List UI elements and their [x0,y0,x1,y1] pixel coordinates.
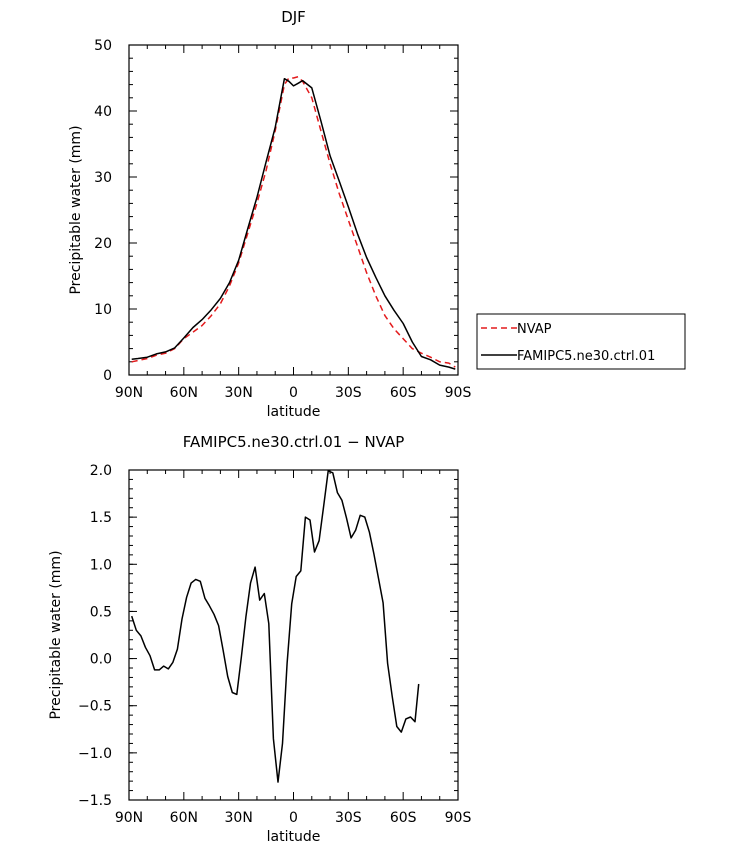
x-tick-label: 0 [289,385,298,401]
y-tick-label: −1.5 [78,793,112,809]
legend-label: NVAP [517,322,552,337]
x-tick-label: 30N [225,810,253,826]
y-tick-label: 40 [94,104,112,120]
x-tick-label: 90N [115,810,143,826]
y-tick-label: 20 [94,236,112,252]
x-tick-label: 0 [289,810,298,826]
y-tick-label: 30 [94,170,112,186]
y-tick-label: 0 [103,368,112,384]
x-tick-label: 60N [170,385,198,401]
y-axis-label: Precipitable water (mm) [68,125,84,294]
plot-frame [128,44,459,376]
series-line-famipc5-ne30-ctrl-01 [131,77,456,370]
y-axis-label: Precipitable water (mm) [48,550,64,719]
legend-box [476,313,686,370]
x-axis-label: latitude [267,829,321,845]
x-tick-label: 90S [445,810,472,826]
x-axis-label: latitude [267,404,321,420]
y-tick-label: 0.5 [90,604,112,620]
y-tick-label: 2.0 [90,463,112,479]
x-tick-label: 30S [335,810,362,826]
chart-title: FAMIPC5.ne30.ctrl.01 − NVAP [183,433,405,451]
x-tick-label: 60N [170,810,198,826]
x-tick-label: 60S [390,810,417,826]
chart-title: DJF [281,8,306,26]
x-tick-label: 90N [115,385,143,401]
series-line-nvap [131,75,456,368]
y-tick-label: 1.0 [90,557,112,573]
y-tick-label: −0.5 [78,699,112,715]
x-tick-label: 30N [225,385,253,401]
legend-label: FAMIPC5.ne30.ctrl.01 [517,349,655,364]
y-tick-label: 1.5 [90,510,112,526]
x-tick-label: 90S [445,385,472,401]
x-tick-label: 60S [390,385,417,401]
y-tick-label: 10 [94,302,112,318]
plot-frame [128,469,459,801]
y-tick-label: 50 [94,38,112,54]
series-line-difference [130,470,420,783]
y-tick-label: 0.0 [90,652,112,668]
x-tick-label: 30S [335,385,362,401]
y-tick-label: −1.0 [78,746,112,762]
